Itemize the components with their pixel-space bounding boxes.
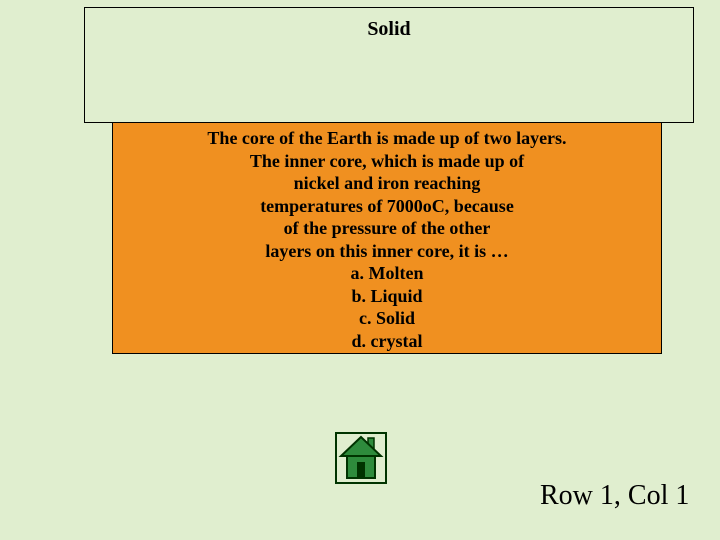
home-icon bbox=[335, 432, 387, 484]
row-col-label: Row 1, Col 1 bbox=[540, 480, 689, 512]
question-line: temperatures of 7000oC, because bbox=[113, 195, 661, 218]
question-card: The core of the Earth is made up of two … bbox=[112, 90, 662, 354]
question-line: The inner core, which is made up of bbox=[113, 150, 661, 173]
answer-card: Solid bbox=[84, 7, 694, 123]
question-line: a. Molten bbox=[113, 262, 661, 285]
question-line: layers on this inner core, it is … bbox=[113, 240, 661, 263]
question-line: d. crystal bbox=[113, 330, 661, 353]
home-button[interactable] bbox=[335, 432, 387, 484]
question-line: nickel and iron reaching bbox=[113, 172, 661, 195]
stage: The core of the Earth is made up of two … bbox=[0, 0, 720, 540]
question-line: of the pressure of the other bbox=[113, 217, 661, 240]
question-line: The core of the Earth is made up of two … bbox=[113, 127, 661, 150]
question-line: b. Liquid bbox=[113, 285, 661, 308]
question-line: c. Solid bbox=[113, 307, 661, 330]
answer-text: Solid bbox=[85, 18, 693, 41]
